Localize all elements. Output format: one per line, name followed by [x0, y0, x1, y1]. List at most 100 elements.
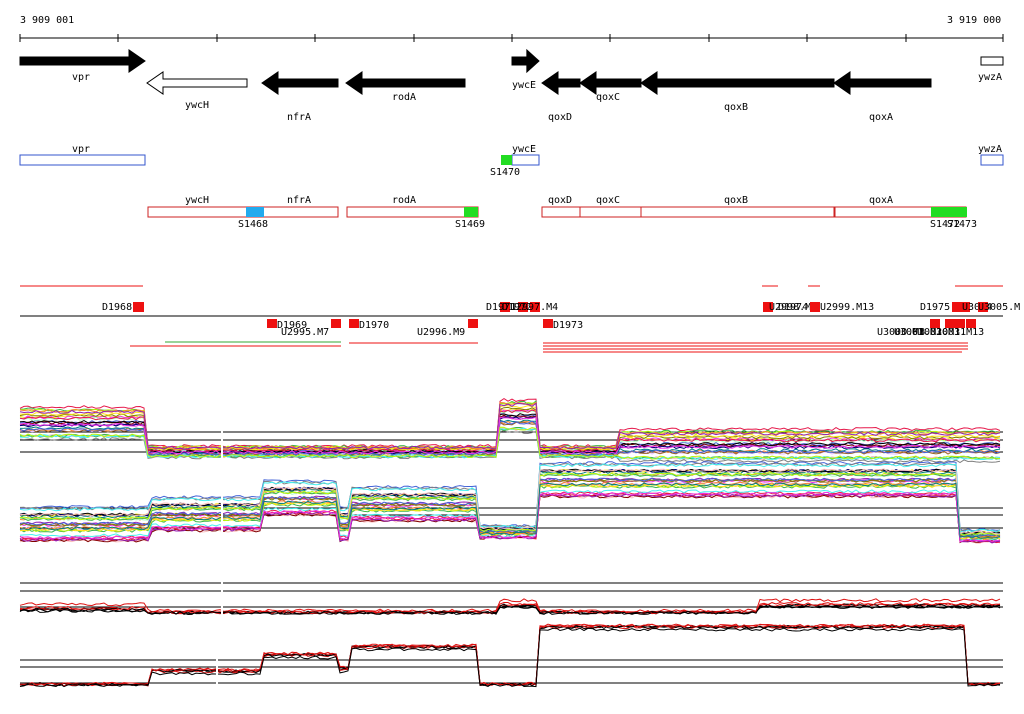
site-feature-S1468: [246, 207, 264, 217]
gene-label-qoxD: qoxD: [548, 112, 572, 123]
tu-label-qoxD: qoxD: [548, 195, 572, 206]
site-feature-S1472: [931, 207, 951, 217]
site-label-S1470: S1470: [490, 167, 520, 178]
profile-trace: [19, 625, 1001, 687]
site-label-S1473: S1473: [947, 219, 977, 230]
marker-upper-D1975: [952, 302, 964, 312]
profile-trace: [19, 489, 1001, 542]
profile-trace: [19, 624, 1001, 687]
profile-trace: [19, 493, 1001, 544]
gene-label-rodA: rodA: [392, 92, 416, 103]
site-feature-S1469: [464, 207, 478, 217]
gene-arrow-ywcH: [146, 71, 248, 95]
segment-label-ywcE: ywcE: [512, 144, 536, 155]
tu-label-qoxC: qoxC: [596, 195, 620, 206]
marker-lower-label-D1969: D1969: [277, 320, 307, 331]
marker-upper-label-U3005.M: U3005.M: [978, 302, 1020, 313]
gene-label-nfrA: nfrA: [287, 112, 311, 123]
marker-upper-D1971: [500, 302, 510, 312]
profile-trace: [19, 602, 1001, 615]
profile-trace: [19, 463, 1001, 533]
gene-arrow-rodA: [345, 71, 466, 95]
segment-vpr: [19, 154, 146, 166]
gene-track: vpr ywcH nfrA rodA ywcE qoxD qoxC qoxB qoxA ywzA: [19, 48, 1004, 123]
segment-label-vpr: vpr: [72, 144, 90, 155]
marker-upper-label-D1968: D1968: [102, 302, 132, 313]
tu-label-rodA: rodA: [392, 195, 416, 206]
gene-label-vpr: vpr: [72, 72, 90, 83]
profile-trace: [19, 627, 1001, 688]
tu-label-nfrA: nfrA: [287, 195, 311, 206]
site-feature-S1473: [949, 207, 967, 217]
gene-arrow-qoxA: [833, 71, 932, 95]
site-label-S1472: S1472: [930, 219, 960, 230]
marker-lower-label-U3000.M8: U3000.M8: [877, 327, 925, 338]
marker-lower-label-D1970: D1970: [359, 320, 389, 331]
profile-trace: [19, 413, 1001, 454]
profile-trace: [19, 491, 1001, 543]
transcription-unit: [346, 206, 479, 218]
marker-lower-U3003.M13: [966, 319, 976, 328]
marker-lower-label-U2995.M7: U2995.M7: [281, 327, 329, 338]
gene-label-qoxA: qoxA: [869, 112, 893, 123]
ruler: [19, 34, 1004, 42]
coord-start-label: 3 909 001: [20, 15, 74, 26]
profile-trace: [19, 398, 1001, 449]
marker-upper-label-U2997.M4: U2997.M4: [510, 302, 558, 313]
marker-upper-U3004: [960, 302, 970, 312]
marker-lower-label-U3003.M13: U3003.M13: [930, 327, 984, 338]
site-label-S1468: S1468: [238, 219, 268, 230]
site-label-S1469: S1469: [455, 219, 485, 230]
marker-upper-U3005.M: [978, 302, 988, 312]
marker-upper-label-U2998.M: U2998.M: [769, 302, 811, 313]
gene-arrow-qoxD: [541, 71, 581, 95]
gene-label-ywcH: ywcH: [185, 100, 209, 111]
marker-upper-U2999.M13: [810, 302, 820, 312]
tu-label-qoxA: qoxA: [869, 195, 893, 206]
transcription-unit: [541, 206, 581, 218]
gene-label-qoxB: qoxB: [724, 102, 748, 113]
gene-label-qoxC: qoxC: [596, 92, 620, 103]
marker-upper-label-D1972: D1972: [502, 302, 532, 313]
profile-trace: [19, 420, 1001, 456]
marker-upper-label-U3004: U3004: [962, 302, 992, 313]
site-feature-S1470: [501, 155, 512, 165]
marker-lower-label-U2996.M9: U2996.M9: [417, 327, 465, 338]
marker-upper-U2997.M4: [530, 302, 540, 312]
segment-track: vpr ywcE ywzA ywcH nfrA rodA qoxD qoxC qoxB qoxA S…: [19, 144, 1004, 230]
profile-trace: [19, 401, 1001, 450]
profile-trace: [19, 472, 1001, 536]
gene-arrow-qoxC: [579, 71, 642, 95]
profile-trace: [20, 623, 1001, 687]
profile-trace: [19, 482, 1001, 539]
segment-ywcE: [511, 154, 540, 166]
coord-end-label: 3 919 000: [947, 15, 1001, 26]
marker-upper-label-U2999.M13: U2999.M13: [820, 302, 874, 313]
marker-lower-U2995.M7: [331, 319, 341, 328]
marker-lower-D1969: [267, 319, 277, 328]
marker-lower-label-U3001.M10: U3001.M10: [894, 327, 948, 338]
gene-arrow-ywzA: [980, 56, 1004, 66]
gene-arrow-vpr: [19, 49, 146, 73]
gene-arrow-ywcE: [511, 48, 540, 74]
profile-trace: [19, 416, 1001, 455]
transcription-unit: [579, 206, 642, 218]
transcription-unit: [640, 206, 835, 218]
tu-label-qoxB: qoxB: [724, 195, 748, 206]
tu-label-ywcH: ywcH: [185, 195, 209, 206]
gene-arrow-nfrA: [261, 71, 339, 95]
marker-upper-D1972: [518, 302, 528, 312]
gene-label-ywzA: ywzA: [978, 72, 1002, 83]
profile-trace: [19, 462, 1001, 533]
marker-lower-label-U3002.M11: U3002.M11: [912, 327, 966, 338]
profile-trace: [19, 477, 1001, 538]
marker-upper-U2998.M: [763, 302, 773, 312]
profile-trace: [19, 604, 1001, 615]
profile-trace: [19, 402, 1001, 450]
marker-lower-U3002.M11: [955, 319, 965, 328]
marker-lower-D1973: [543, 319, 553, 328]
profile-trace: [19, 623, 1001, 686]
gene-label-ywcE: ywcE: [512, 80, 536, 91]
